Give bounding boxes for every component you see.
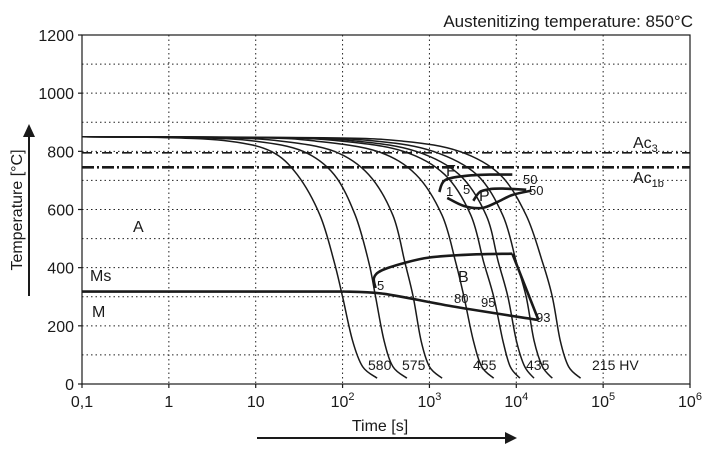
reference-lines: [82, 151, 690, 293]
percent-label: 50: [523, 172, 537, 187]
x-tick-label: 102: [331, 391, 355, 411]
x-tick-label: 104: [504, 391, 528, 411]
phase-label-austenite: A: [133, 219, 144, 236]
hardness-label: 215 HV: [592, 357, 639, 373]
transformation-bainite-start: [372, 252, 513, 289]
ms-label: Ms: [90, 268, 111, 285]
cooling-curve-1: [81, 136, 378, 379]
phase-label-martensite: M: [92, 304, 105, 321]
percent-label: 1: [446, 184, 453, 199]
percent-label: 93: [536, 310, 550, 325]
hardness-label: 580: [368, 357, 392, 373]
cooling-curve-3: [81, 136, 443, 379]
transformation-pearlite-region: [446, 189, 532, 210]
hardness-label: 575: [402, 357, 426, 373]
hardness-label: 455: [473, 357, 497, 373]
percent-label: 5: [463, 182, 470, 197]
x-tick-label: 105: [591, 391, 615, 411]
percent-label: 50: [529, 183, 543, 198]
chart-title: Austenitizing temperature: 850°C: [443, 12, 693, 31]
transformation-lines: [342, 173, 540, 322]
y-tick-label: 1200: [38, 28, 74, 45]
y-axis-ticks: 0 200 400 600 800 1000 1200: [38, 28, 82, 394]
percent-label: 80: [454, 291, 468, 306]
y-axis-arrow: [23, 124, 35, 296]
x-axis-label: Time [s]: [352, 418, 408, 435]
transformation-martensite-boundary: [342, 290, 539, 322]
x-axis-ticks: 0,1 1 10 102 103 104 105 106: [71, 384, 702, 411]
y-tick-label: 400: [47, 261, 74, 278]
hardness-label: 435: [526, 357, 550, 373]
x-tick-label: 106: [678, 391, 702, 411]
x-tick-label: 1: [164, 394, 173, 411]
y-tick-label: 1000: [38, 86, 74, 103]
y-tick-label: 200: [47, 319, 74, 336]
x-tick-label: 103: [417, 391, 441, 411]
phase-label-ferrite: F: [446, 163, 456, 180]
transformation-bainite-finish: [511, 253, 540, 321]
grid: [82, 35, 690, 384]
x-tick-label: 10: [247, 394, 265, 411]
x-axis-arrow: [257, 432, 517, 444]
cooling-curve-8: [81, 136, 582, 379]
percent-label: 95: [481, 295, 495, 310]
ac3-label: Ac3: [633, 135, 658, 155]
transformation-pearlite-start: [472, 187, 527, 202]
y-tick-label: 0: [65, 377, 74, 394]
y-tick-label: 600: [47, 203, 74, 220]
percent-label: 5: [377, 278, 384, 293]
cooling-curve-6: [81, 136, 535, 379]
phase-label-bainite: B: [458, 269, 469, 286]
transformation-ferrite-start: [438, 173, 513, 193]
cooling-curves: [81, 136, 582, 379]
phase-label-pearlite: P: [479, 188, 490, 205]
x-tick-label: 0,1: [71, 394, 93, 411]
ac1b-label: Ac1b: [633, 170, 664, 190]
cooling-curve-2: [81, 136, 408, 379]
y-tick-label: 800: [47, 144, 74, 161]
y-axis-label: Temperature [°C]: [9, 149, 26, 270]
